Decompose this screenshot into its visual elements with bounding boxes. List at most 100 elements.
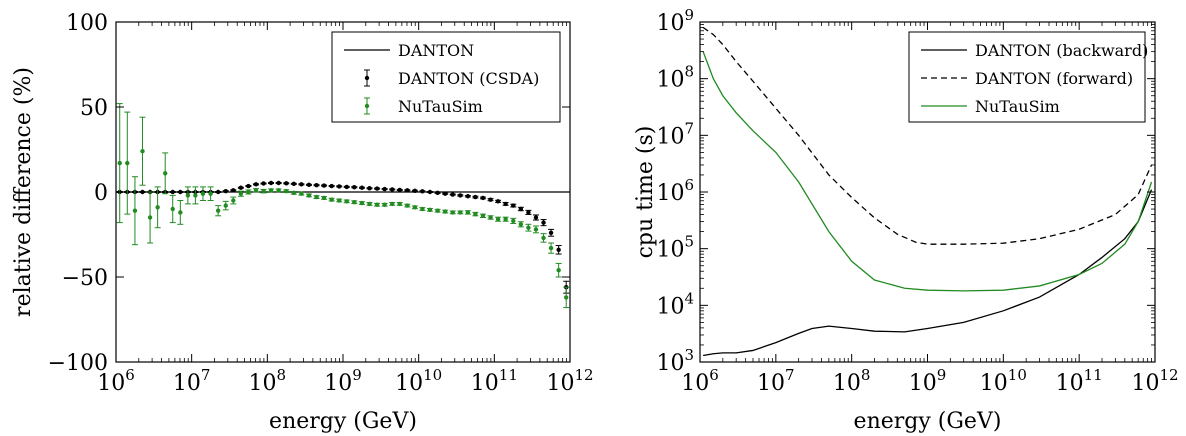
data-point (170, 189, 175, 195)
data-point (450, 192, 455, 197)
data-point (442, 191, 448, 196)
data-point (276, 180, 281, 186)
legend-label: DANTON (forward) (975, 69, 1133, 88)
x-axis-label: energy (GeV) (269, 409, 417, 434)
data-point (465, 210, 471, 215)
x-tick-label: 1012 (546, 366, 593, 396)
data-point (178, 210, 183, 215)
data-point (352, 200, 357, 205)
data-point (503, 201, 508, 207)
plot-area (116, 103, 570, 309)
data-point (458, 193, 463, 198)
series-1 (702, 26, 1153, 245)
data-point (117, 160, 122, 166)
data-point (405, 203, 410, 208)
data-point (564, 295, 569, 300)
relative-difference-chart: 106 107 108 109 1010 1011 1012−100−50050100ene… (11, 11, 594, 434)
x-tick-label: 108 (249, 366, 287, 396)
data-point (367, 186, 372, 191)
data-point (337, 198, 342, 203)
data-point (503, 217, 508, 222)
data-point (215, 208, 221, 213)
legend-marker (364, 75, 370, 81)
data-point (284, 181, 289, 186)
x-axis-label: energy (GeV) (854, 409, 1002, 434)
data-point (246, 183, 251, 189)
x-tick-label: 1010 (980, 366, 1027, 396)
data-point (329, 183, 334, 189)
data-point (208, 191, 213, 196)
series-line (702, 51, 1153, 292)
data-point (533, 215, 539, 220)
data-point (238, 191, 244, 196)
data-point (321, 195, 327, 201)
data-point (367, 201, 372, 207)
data-point (321, 183, 327, 188)
x-tick-label: 108 (833, 366, 871, 396)
data-point (284, 188, 289, 194)
x-tick-label: 1012 (1131, 366, 1178, 396)
legend-label: DANTON (backward) (975, 41, 1148, 60)
series-line (703, 189, 1153, 357)
x-tick-label: 1011 (1056, 366, 1103, 396)
data-point (246, 189, 251, 195)
data-point (488, 215, 493, 220)
legend-label: NuTauSim (975, 97, 1060, 116)
series-0 (703, 189, 1153, 357)
data-point (435, 190, 440, 196)
series-line (702, 26, 1153, 245)
data-point (261, 181, 266, 186)
y-tick-label: 104 (656, 289, 694, 319)
data-point (155, 205, 160, 210)
x-tick-label: 109 (324, 366, 362, 396)
data-point (397, 187, 402, 193)
data-point (427, 189, 433, 195)
data-point (268, 180, 274, 186)
data-point (412, 205, 418, 210)
data-point (291, 190, 297, 196)
data-point (435, 208, 440, 213)
y-tick-label: 100 (66, 11, 108, 36)
data-point (223, 188, 228, 194)
data-point (511, 203, 516, 208)
data-point (147, 215, 153, 220)
data-point (488, 197, 493, 202)
data-point (185, 193, 191, 198)
series-2 (116, 103, 570, 309)
data-point (518, 206, 524, 212)
legend-box (331, 31, 561, 123)
data-point (344, 184, 349, 190)
y-tick-label: 105 (656, 233, 694, 263)
data-point (458, 210, 463, 215)
legend: DANTON DANTON (CSDA) NuTauSim (331, 31, 561, 123)
plot-area (702, 26, 1153, 357)
data-point (427, 207, 433, 213)
y-tick-label: 0 (94, 181, 108, 206)
legend-label: DANTON (CSDA) (398, 69, 539, 88)
data-point (359, 185, 365, 190)
legend-marker (364, 103, 370, 109)
y-axis-label: relative difference (%) (11, 67, 36, 317)
data-point (526, 225, 531, 230)
data-point (397, 201, 402, 207)
data-point (231, 188, 236, 193)
data-point (495, 217, 501, 222)
data-point (374, 186, 380, 191)
x-tick-label: 109 (909, 366, 947, 396)
legend-box (908, 31, 1146, 123)
data-point (526, 210, 531, 215)
data-point (420, 206, 425, 212)
data-point (193, 193, 198, 198)
data-point (329, 197, 334, 202)
data-point (337, 184, 342, 189)
data-point (541, 220, 546, 225)
data-point (170, 206, 175, 212)
y-tick-label: 50 (80, 96, 108, 121)
data-point (374, 202, 380, 207)
data-point (420, 189, 425, 194)
data-point (541, 235, 546, 241)
data-point (412, 188, 418, 194)
data-point (314, 194, 319, 200)
data-point (556, 247, 561, 252)
y-tick-label: 109 (656, 6, 694, 36)
